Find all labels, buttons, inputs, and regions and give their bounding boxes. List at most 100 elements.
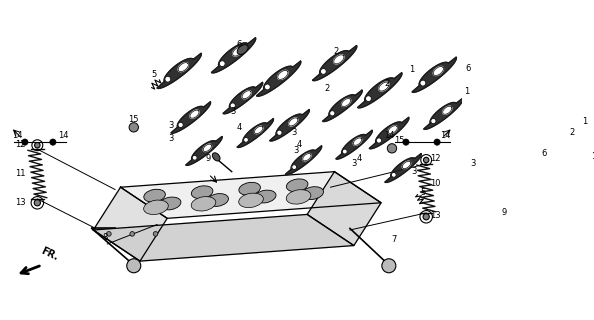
Ellipse shape — [144, 200, 168, 214]
Circle shape — [423, 214, 429, 220]
Text: 1: 1 — [592, 152, 594, 161]
Circle shape — [230, 103, 235, 108]
Circle shape — [50, 139, 56, 145]
Circle shape — [420, 80, 426, 86]
Circle shape — [192, 155, 197, 160]
Ellipse shape — [239, 182, 260, 195]
Circle shape — [165, 76, 170, 82]
Ellipse shape — [237, 45, 248, 54]
Text: 1: 1 — [409, 65, 415, 74]
Text: 9: 9 — [206, 154, 211, 163]
Ellipse shape — [239, 193, 263, 208]
Polygon shape — [171, 102, 211, 133]
Circle shape — [365, 96, 371, 102]
Text: 2: 2 — [385, 79, 390, 88]
Polygon shape — [237, 119, 273, 148]
Polygon shape — [312, 45, 357, 81]
Polygon shape — [255, 126, 263, 134]
Polygon shape — [157, 53, 201, 88]
Polygon shape — [385, 154, 421, 182]
Circle shape — [320, 68, 326, 74]
Polygon shape — [178, 63, 188, 72]
Ellipse shape — [191, 186, 213, 199]
Circle shape — [342, 149, 347, 154]
Text: 13: 13 — [15, 198, 26, 207]
Text: 3: 3 — [169, 134, 174, 143]
Polygon shape — [433, 67, 444, 76]
Polygon shape — [369, 117, 409, 149]
Circle shape — [403, 139, 409, 145]
Ellipse shape — [286, 179, 308, 192]
Text: 6: 6 — [542, 149, 547, 158]
Circle shape — [22, 139, 28, 145]
Polygon shape — [285, 146, 322, 175]
Circle shape — [424, 157, 429, 163]
Circle shape — [106, 232, 111, 236]
Polygon shape — [211, 38, 256, 73]
Polygon shape — [323, 90, 362, 122]
Text: 15: 15 — [394, 136, 405, 145]
Polygon shape — [242, 91, 251, 99]
Text: 3: 3 — [411, 167, 416, 176]
Text: 4: 4 — [356, 154, 362, 163]
Polygon shape — [93, 187, 167, 261]
Polygon shape — [270, 109, 309, 141]
Polygon shape — [223, 82, 263, 114]
Circle shape — [129, 123, 138, 132]
Text: 1: 1 — [464, 87, 469, 96]
Text: 10: 10 — [430, 179, 441, 188]
Circle shape — [382, 259, 396, 273]
Circle shape — [387, 144, 397, 153]
Polygon shape — [358, 73, 402, 108]
Text: 14: 14 — [12, 131, 23, 140]
Polygon shape — [388, 126, 397, 134]
Circle shape — [153, 232, 158, 236]
Circle shape — [431, 118, 436, 124]
Circle shape — [377, 138, 381, 143]
Polygon shape — [93, 214, 354, 261]
Polygon shape — [424, 98, 463, 129]
Polygon shape — [334, 55, 344, 64]
Text: 1: 1 — [582, 116, 587, 126]
Text: 14: 14 — [59, 131, 69, 140]
Polygon shape — [203, 144, 211, 151]
Text: 9: 9 — [501, 208, 507, 217]
Text: 3: 3 — [169, 121, 174, 130]
Text: 6: 6 — [466, 64, 471, 73]
Polygon shape — [402, 161, 410, 169]
Text: 2: 2 — [324, 84, 329, 93]
Text: 14: 14 — [440, 131, 450, 140]
Polygon shape — [190, 110, 199, 118]
Circle shape — [219, 61, 225, 67]
Text: 4: 4 — [237, 123, 242, 132]
Text: 15: 15 — [128, 115, 139, 124]
Circle shape — [178, 122, 184, 128]
Circle shape — [34, 200, 40, 206]
Polygon shape — [278, 70, 288, 79]
Text: 3: 3 — [470, 159, 476, 168]
Text: 2: 2 — [333, 47, 339, 56]
Circle shape — [434, 139, 440, 145]
Ellipse shape — [286, 190, 311, 204]
Circle shape — [264, 84, 270, 90]
Ellipse shape — [207, 194, 229, 206]
Text: 5: 5 — [151, 70, 157, 79]
Ellipse shape — [254, 190, 276, 203]
Text: 3: 3 — [291, 128, 296, 137]
Polygon shape — [342, 99, 350, 107]
Text: 3: 3 — [293, 146, 298, 155]
Text: 6: 6 — [236, 40, 241, 49]
Ellipse shape — [144, 189, 165, 202]
Text: 12: 12 — [430, 154, 441, 163]
Text: 12: 12 — [15, 140, 26, 149]
Polygon shape — [443, 106, 452, 114]
Text: 5: 5 — [421, 188, 426, 197]
Polygon shape — [412, 57, 456, 92]
Circle shape — [127, 259, 141, 273]
Circle shape — [34, 142, 40, 148]
Circle shape — [244, 138, 248, 142]
Polygon shape — [186, 136, 222, 165]
Text: 4: 4 — [297, 140, 302, 149]
Ellipse shape — [302, 187, 324, 199]
Circle shape — [330, 111, 335, 116]
